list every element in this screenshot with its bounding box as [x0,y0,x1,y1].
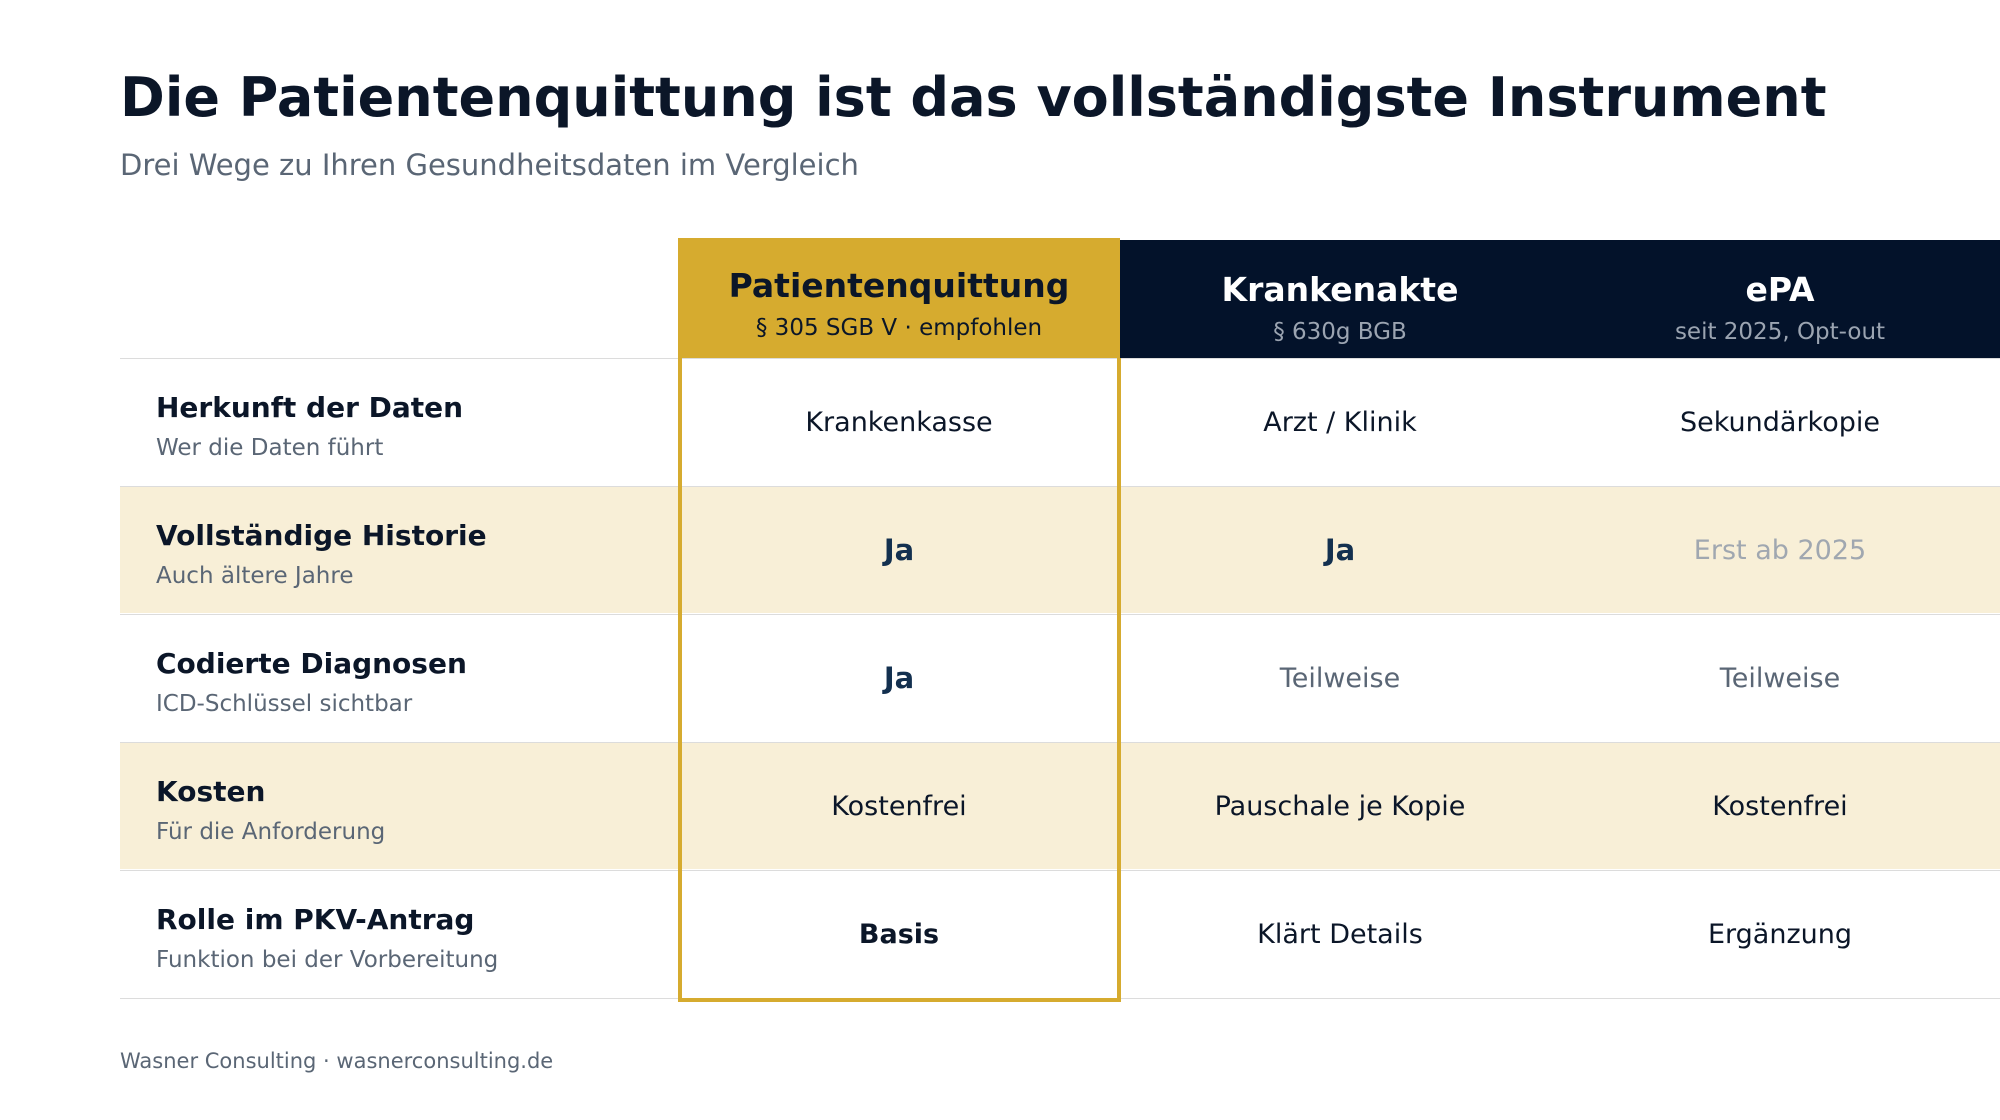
row-label: Codierte Diagnosen [156,647,467,680]
table-cell: Pauschale je Kopie [1214,791,1466,822]
table-row: Vollständige Historie Auch ältere Jahre … [120,486,2000,613]
row-label: Kosten [156,775,266,808]
table-cell: Klärt Details [1257,919,1423,950]
table-cell: Kostenfrei [831,791,967,822]
table-cell: Basis [858,919,940,950]
table-cell: Erst ab 2025 [1693,535,1867,566]
table-row: Kosten Für die Anforderung Kostenfrei Pa… [120,742,2000,869]
column-header-subtitle: seit 2025, Opt-out [1674,319,1886,345]
footer-credit: Wasner Consulting · wasnerconsulting.de [120,1049,554,1073]
table-cell: Sekundärkopie [1679,407,1880,438]
column-header-krankenakte: Krankenakte § 630g BGB [1120,240,1560,358]
row-description: Auch ältere Jahre [156,563,354,589]
table-cell: Ja [883,661,915,695]
page-subtitle: Drei Wege zu Ihren Gesundheitsdaten im V… [120,148,859,182]
table-cell: Teilweise [1279,663,1401,694]
row-label: Vollständige Historie [156,519,487,552]
row-description: Wer die Daten führt [156,435,384,461]
row-label: Herkunft der Daten [156,391,464,424]
table-cell: Teilweise [1719,663,1841,694]
column-header-epa: ePA seit 2025, Opt-out [1560,240,2000,358]
column-header-title: Krankenakte [1221,270,1459,309]
table-row: Codierte Diagnosen ICD-Schlüssel sichtba… [120,614,2000,741]
column-header-title: ePA [1745,270,1815,309]
column-header-subtitle: § 630g BGB [1273,319,1407,345]
row-description: Funktion bei der Vorbereitung [156,947,499,973]
column-header-subtitle: § 305 SGB V · empfohlen [755,315,1043,341]
page-title: Die Patientenquittung ist das vollständi… [120,66,1827,129]
row-description: Für die Anforderung [156,819,386,845]
column-header-title: Patientenquittung [728,266,1070,305]
row-label: Rolle im PKV-Antrag [156,903,475,936]
table-row: Herkunft der Daten Wer die Daten führt K… [120,358,2000,485]
table-cell: Ja [1324,533,1356,567]
table-cell: Ja [883,533,915,567]
table-cell: Krankenkasse [805,407,993,438]
table-cell: Ergänzung [1707,919,1853,950]
table-row: Rolle im PKV-Antrag Funktion bei der Vor… [120,870,2000,999]
comparison-table: Patientenquittung § 305 SGB V · empfohle… [120,238,2000,1002]
table-cell: Arzt / Klinik [1263,407,1417,438]
column-header-patientenquittung: Patientenquittung § 305 SGB V · empfohle… [678,238,1120,358]
table-cell: Kostenfrei [1712,791,1848,822]
row-description: ICD-Schlüssel sichtbar [156,691,413,717]
